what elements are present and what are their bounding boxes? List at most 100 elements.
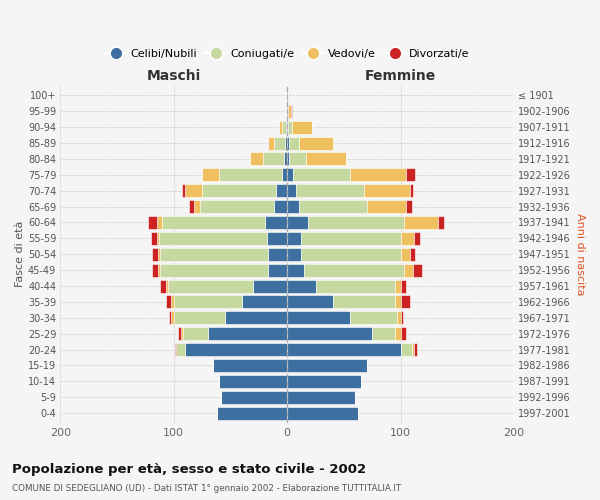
Bar (175, 343, 176, 356)
Bar (332, 296, 395, 308)
Bar (178, 327, 181, 340)
Bar (268, 264, 287, 276)
Bar (158, 264, 160, 276)
Bar (160, 280, 166, 292)
Bar (159, 232, 267, 245)
Bar (395, 296, 401, 308)
Text: Maschi: Maschi (146, 70, 201, 84)
Bar (289, 120, 292, 134)
Bar (289, 152, 307, 166)
Bar (202, 168, 219, 181)
Bar (293, 168, 350, 181)
Bar (172, 312, 174, 324)
Bar (267, 232, 287, 245)
Bar (208, 327, 287, 340)
Bar (166, 296, 172, 308)
Bar (364, 184, 410, 197)
Bar (250, 152, 263, 166)
Bar (214, 359, 287, 372)
Bar (401, 296, 410, 308)
Bar (285, 136, 287, 149)
Bar (281, 120, 286, 134)
Bar (401, 343, 412, 356)
Bar (395, 327, 401, 340)
Bar (292, 120, 312, 134)
Bar (308, 216, 404, 229)
Bar (413, 264, 422, 276)
Bar (406, 200, 412, 213)
Bar (148, 216, 157, 229)
Y-axis label: Fasce di età: Fasce di età (15, 221, 25, 288)
Bar (438, 216, 444, 229)
Bar (287, 327, 372, 340)
Bar (287, 390, 355, 404)
Bar (286, 120, 287, 134)
Bar (367, 200, 406, 213)
Bar (172, 296, 174, 308)
Bar (286, 104, 287, 118)
Bar (160, 264, 268, 276)
Y-axis label: Anni di nascita: Anni di nascita (575, 213, 585, 296)
Bar (304, 264, 404, 276)
Bar (169, 312, 172, 324)
Bar (188, 200, 194, 213)
Bar (287, 89, 289, 102)
Bar (287, 152, 289, 166)
Bar (299, 136, 332, 149)
Bar (287, 136, 289, 149)
Text: COMUNE DI SEDEGLIANO (UD) - Dati ISTAT 1° gennaio 2002 - Elaborazione TUTTITALIA: COMUNE DI SEDEGLIANO (UD) - Dati ISTAT 1… (12, 484, 401, 493)
Bar (174, 312, 225, 324)
Bar (166, 280, 168, 292)
Bar (185, 184, 202, 197)
Bar (287, 184, 296, 197)
Bar (287, 280, 316, 292)
Bar (287, 375, 361, 388)
Bar (160, 248, 268, 261)
Bar (279, 120, 281, 134)
Bar (183, 327, 208, 340)
Bar (287, 312, 350, 324)
Bar (404, 264, 413, 276)
Bar (274, 136, 285, 149)
Bar (287, 104, 289, 118)
Bar (168, 280, 253, 292)
Bar (268, 136, 274, 149)
Text: Popolazione per età, sesso e stato civile - 2002: Popolazione per età, sesso e stato civil… (12, 462, 366, 475)
Bar (287, 296, 332, 308)
Bar (397, 312, 401, 324)
Bar (200, 200, 274, 213)
Bar (316, 280, 395, 292)
Legend: Celibi/Nubili, Coniugati/e, Vedovi/e, Divorzati/e: Celibi/Nubili, Coniugati/e, Vedovi/e, Di… (100, 44, 474, 63)
Bar (194, 200, 200, 213)
Bar (202, 184, 276, 197)
Bar (287, 232, 301, 245)
Bar (401, 248, 410, 261)
Bar (181, 327, 183, 340)
Bar (217, 406, 287, 420)
Bar (263, 152, 284, 166)
Bar (412, 343, 414, 356)
Bar (221, 390, 287, 404)
Bar (287, 216, 308, 229)
Bar (414, 343, 416, 356)
Bar (219, 168, 281, 181)
Bar (401, 280, 406, 292)
Bar (157, 232, 159, 245)
Bar (152, 248, 158, 261)
Bar (253, 280, 287, 292)
Bar (287, 120, 289, 134)
Bar (296, 184, 364, 197)
Bar (287, 343, 401, 356)
Bar (290, 104, 292, 118)
Bar (174, 296, 242, 308)
Bar (265, 216, 287, 229)
Bar (299, 200, 367, 213)
Bar (301, 232, 401, 245)
Bar (268, 248, 287, 261)
Bar (395, 280, 401, 292)
Bar (372, 327, 395, 340)
Bar (242, 296, 287, 308)
Bar (219, 375, 287, 388)
Bar (287, 248, 301, 261)
Bar (410, 248, 415, 261)
